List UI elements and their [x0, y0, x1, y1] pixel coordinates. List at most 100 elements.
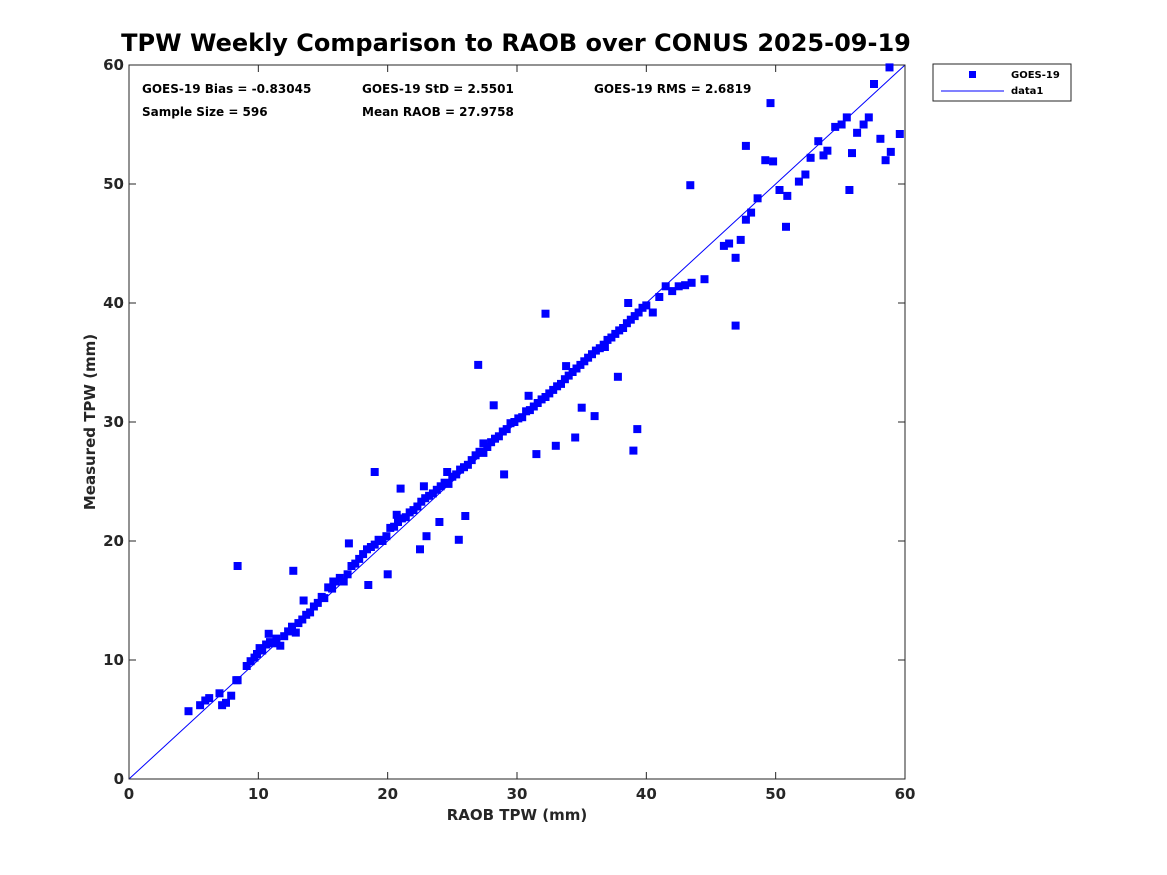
- data-point: [390, 522, 399, 531]
- data-point: [205, 694, 214, 703]
- data-point: [853, 128, 862, 137]
- x-tick-label: 0: [124, 785, 134, 803]
- data-point: [280, 632, 289, 641]
- stat-sample-size: Sample Size = 596: [142, 105, 268, 119]
- data-point: [364, 581, 373, 589]
- data-point: [551, 441, 560, 450]
- data-point: [242, 662, 251, 670]
- data-point: [700, 275, 709, 284]
- x-tick-label: 30: [507, 785, 528, 803]
- data-point: [452, 470, 461, 479]
- data-point: [687, 278, 696, 287]
- data-point: [775, 186, 784, 194]
- data-point: [814, 137, 823, 146]
- data-point: [370, 540, 379, 549]
- data-point: [842, 113, 851, 122]
- data-point: [343, 570, 352, 579]
- data-point: [557, 379, 565, 388]
- data-point: [524, 391, 533, 400]
- chart-title: TPW Weekly Comparison to RAOB over CONUS…: [121, 29, 911, 57]
- data-point: [463, 460, 472, 469]
- data-point: [276, 641, 285, 650]
- data-point: [633, 425, 642, 434]
- data-point: [731, 321, 740, 330]
- data-point: [794, 177, 803, 186]
- data-point: [298, 615, 307, 624]
- data-point: [747, 208, 756, 217]
- data-point: [736, 235, 745, 244]
- data-point: [313, 598, 322, 607]
- data-point: [577, 403, 586, 412]
- data-point: [819, 151, 828, 160]
- stat-rms: GOES-19 RMS = 2.6819: [594, 82, 751, 96]
- data-point: [299, 596, 308, 605]
- data-point: [719, 241, 728, 250]
- x-axis-label: RAOB TPW (mm): [447, 806, 588, 824]
- data-point: [253, 650, 261, 658]
- data-point: [629, 446, 638, 455]
- data-point: [184, 707, 193, 716]
- data-point: [848, 149, 856, 158]
- data-point: [769, 157, 778, 166]
- data-point: [837, 120, 846, 129]
- data-point: [741, 215, 750, 224]
- y-tick-label: 60: [103, 56, 124, 74]
- y-tick-label: 20: [103, 532, 124, 550]
- data-point: [467, 456, 476, 465]
- data-point: [541, 309, 550, 318]
- data-point: [766, 99, 775, 108]
- data-point: [494, 432, 503, 441]
- y-tick-label: 10: [103, 651, 124, 669]
- data-point: [674, 282, 683, 291]
- data-point: [823, 146, 832, 155]
- data-point: [344, 539, 353, 548]
- data-point: [741, 141, 750, 150]
- data-point: [288, 622, 296, 631]
- data-point: [422, 532, 431, 541]
- data-point: [686, 181, 695, 190]
- data-point: [648, 308, 657, 317]
- data-point: [600, 343, 609, 351]
- data-point: [196, 701, 205, 710]
- legend-marker-square: [969, 71, 976, 78]
- data-point: [268, 639, 277, 648]
- data-point: [532, 450, 541, 459]
- legend-box: [932, 63, 1072, 102]
- data-point: [284, 627, 293, 636]
- legend-label-data1: data1: [1011, 86, 1043, 97]
- y-tick-label: 30: [103, 413, 124, 431]
- data-point: [443, 468, 452, 476]
- data-point: [444, 479, 453, 488]
- stat-std: GOES-19 StD = 2.5501: [362, 82, 514, 96]
- data-point: [359, 550, 368, 559]
- legend: GOES-19 data1: [932, 63, 1072, 102]
- data-point: [655, 293, 664, 301]
- legend-label-goes19: GOES-19: [1011, 70, 1060, 81]
- data-point: [725, 239, 734, 248]
- data-point: [479, 439, 488, 448]
- data-point: [233, 676, 242, 685]
- data-point: [401, 513, 410, 522]
- data-point: [461, 512, 470, 520]
- data-point: [661, 282, 670, 291]
- data-point: [215, 689, 224, 698]
- axis-ticks: 0 10 20 30 40 50 60 0 10 20 30 40 50 60: [103, 56, 915, 803]
- data-point: [619, 324, 628, 332]
- x-tick-label: 40: [636, 785, 657, 803]
- data-point: [859, 120, 868, 129]
- data-point: [870, 80, 878, 88]
- data-point: [382, 532, 391, 541]
- data-point: [562, 362, 571, 371]
- data-point: [435, 518, 444, 526]
- data-point: [392, 510, 401, 519]
- data-point: [306, 608, 315, 617]
- data-point: [370, 468, 379, 476]
- data-point: [419, 482, 428, 491]
- x-tick-label: 10: [248, 785, 269, 803]
- data-point: [222, 698, 230, 707]
- data-point: [264, 629, 273, 638]
- data-point: [783, 191, 792, 200]
- y-axis-label: Measured TPW (mm): [81, 334, 99, 510]
- data-point: [634, 308, 643, 317]
